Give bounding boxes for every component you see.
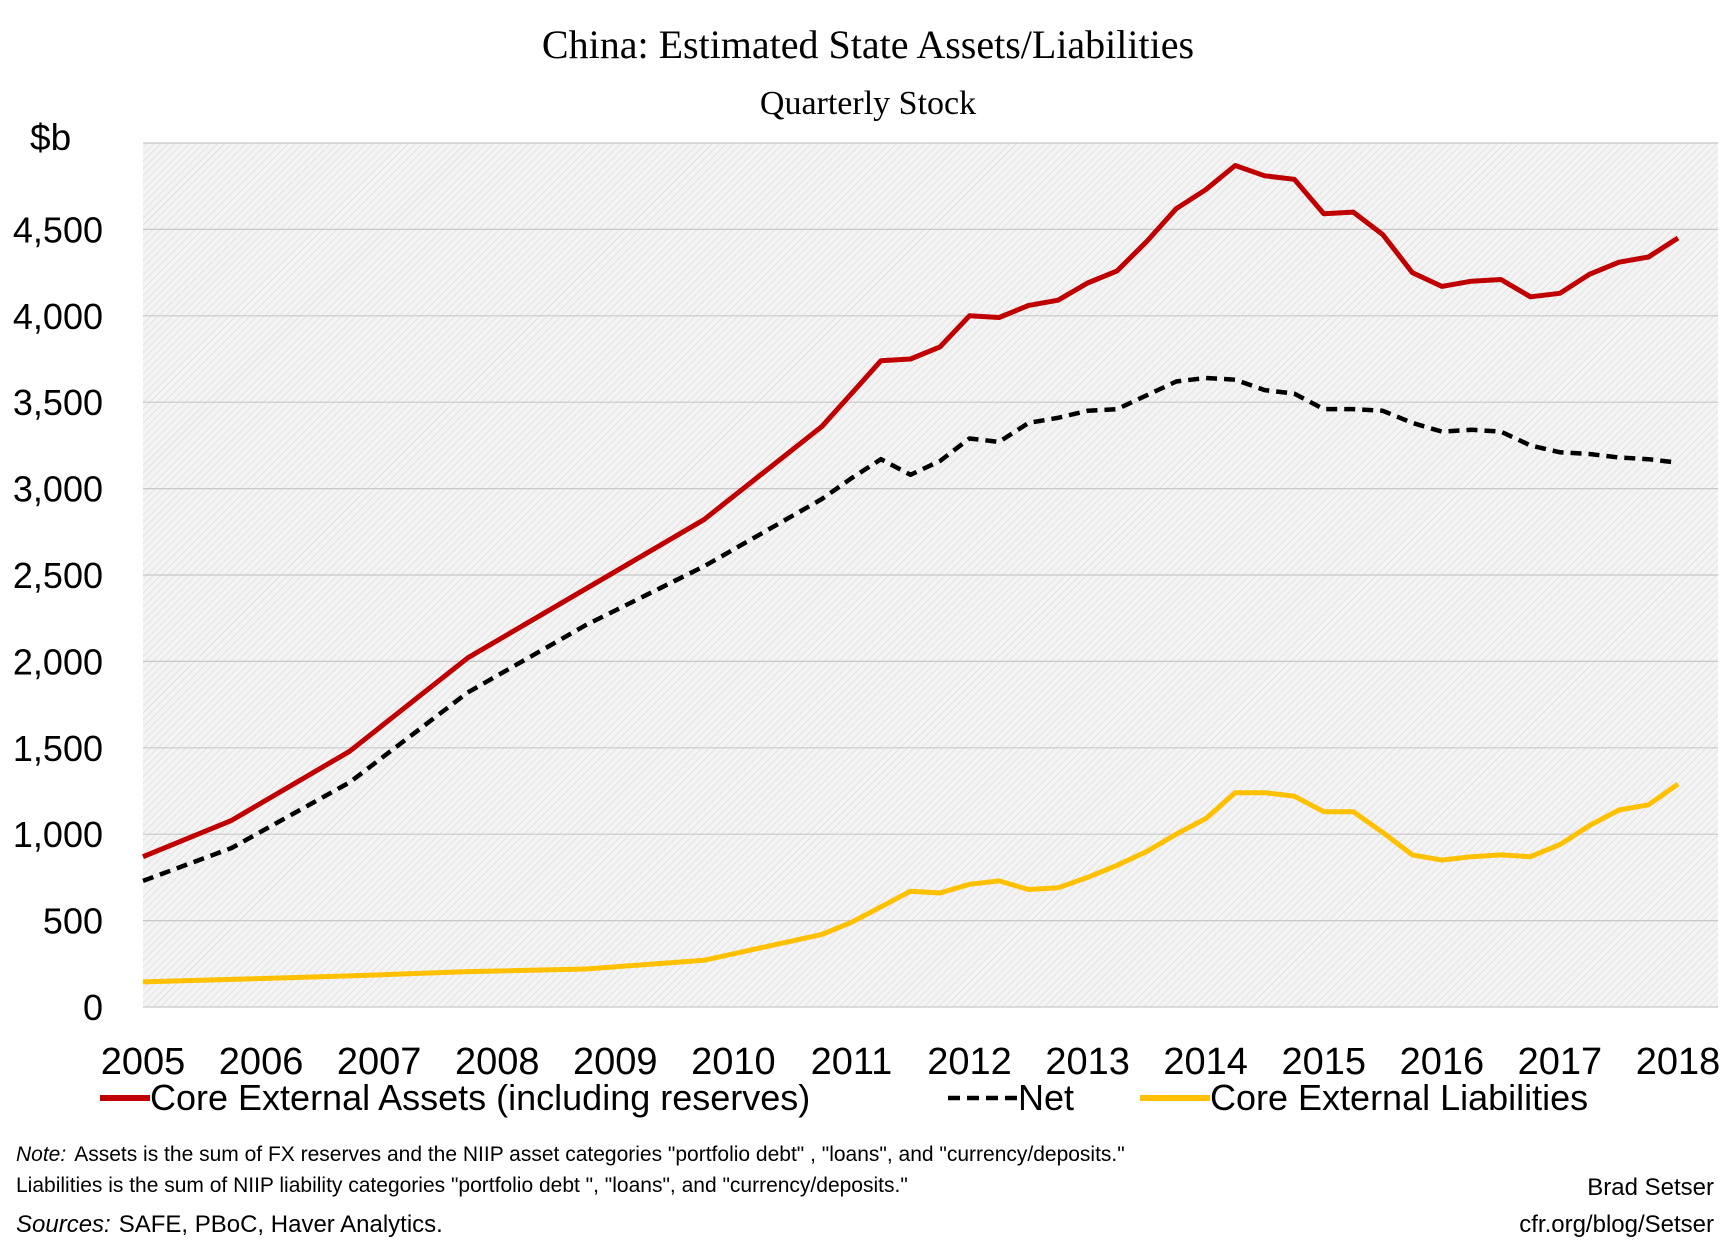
sources-value: SAFE, PBoC, Haver Analytics. bbox=[119, 1211, 443, 1238]
y-tick-label: 1,000 bbox=[13, 814, 103, 855]
legend-label-2: Core External Liabilities bbox=[1210, 1077, 1588, 1118]
y-tick-label: 4,000 bbox=[13, 296, 103, 337]
x-tick-label: 2006 bbox=[219, 1041, 304, 1083]
x-tick-label: 2013 bbox=[1045, 1041, 1130, 1083]
series-layer bbox=[142, 163, 1680, 985]
note-line-1: Assets is the sum of FX reserves and the… bbox=[74, 1143, 1125, 1166]
x-tick-label: 2015 bbox=[1281, 1041, 1366, 1083]
credit-author: Brad Setser bbox=[1587, 1174, 1714, 1201]
sources-label: Sources: bbox=[16, 1211, 111, 1238]
x-tick-label: 2012 bbox=[927, 1041, 1012, 1083]
series-line-0 bbox=[142, 163, 1680, 860]
x-tick-label: 2018 bbox=[1636, 1041, 1721, 1083]
chart-subtitle: Quarterly Stock bbox=[760, 85, 976, 122]
credit-url: cfr.org/blog/Setser bbox=[1519, 1211, 1714, 1238]
y-tick-label: 1,500 bbox=[13, 728, 103, 769]
x-tick-label: 2010 bbox=[691, 1041, 776, 1083]
legend: Core External Assets (including reserves… bbox=[100, 1077, 1588, 1118]
x-tick-label: 2014 bbox=[1163, 1041, 1248, 1083]
series-line-1 bbox=[142, 375, 1679, 884]
y-tick-label: 500 bbox=[43, 901, 103, 942]
y-tick-label: 4,500 bbox=[13, 209, 103, 250]
y-tick-label: 0 bbox=[83, 987, 103, 1028]
legend-label-0: Core External Assets (including reserves… bbox=[150, 1077, 810, 1118]
y-axis-label: $b bbox=[30, 117, 71, 158]
x-tick-label: 2011 bbox=[811, 1041, 893, 1083]
y-tick-label: 3,000 bbox=[13, 469, 103, 510]
x-tick-label: 2017 bbox=[1518, 1041, 1603, 1083]
x-tick-label: 2009 bbox=[573, 1041, 658, 1083]
sources-text: Sources: SAFE, PBoC, Haver Analytics. bbox=[16, 1211, 443, 1238]
note-text: Note: Assets is the sum of FX reserves an… bbox=[16, 1143, 1125, 1166]
x-tick-label: 2007 bbox=[337, 1041, 422, 1083]
note-line-2: Liabilities is the sum of NIIP liability… bbox=[16, 1174, 908, 1197]
x-axis-ticks: 2005 2006 2007 2008 2009 2010 2011 2012 2013 2014… bbox=[101, 1041, 1721, 1083]
x-tick-label: 2016 bbox=[1400, 1041, 1485, 1083]
gridlines bbox=[143, 142, 1718, 1008]
y-tick-label: 2,000 bbox=[13, 641, 103, 682]
x-tick-label: 2008 bbox=[455, 1041, 540, 1083]
y-tick-label: 2,500 bbox=[13, 555, 103, 596]
y-axis-ticks: 0 500 1,000 1,500 2,000 2,500 3,000 3,500 4,000 4… bbox=[13, 209, 103, 1028]
chart-title: China: Estimated State Assets/Liabilitie… bbox=[542, 22, 1194, 67]
x-tick-label: 2005 bbox=[101, 1041, 186, 1083]
series-line-2 bbox=[142, 782, 1680, 985]
y-tick-label: 3,500 bbox=[13, 382, 103, 423]
legend-label-1: Net bbox=[1018, 1077, 1074, 1118]
note-label: Note: bbox=[16, 1143, 66, 1166]
